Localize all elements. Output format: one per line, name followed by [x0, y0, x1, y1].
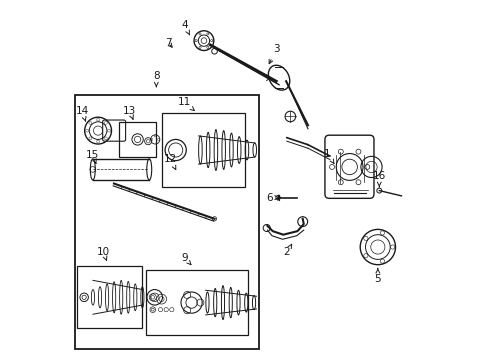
- Bar: [161, 113, 244, 187]
- Bar: [75, 95, 258, 349]
- Text: 6: 6: [265, 193, 278, 203]
- Text: 8: 8: [153, 71, 159, 87]
- Text: 2: 2: [283, 244, 291, 257]
- Bar: [145, 270, 247, 335]
- Bar: [77, 266, 142, 328]
- Text: 16: 16: [372, 171, 385, 187]
- Text: 14: 14: [76, 106, 89, 122]
- Text: 12: 12: [163, 154, 177, 170]
- Text: 7: 7: [165, 38, 172, 48]
- Text: 1: 1: [324, 149, 333, 164]
- Text: 9: 9: [181, 253, 190, 265]
- Text: 4: 4: [181, 20, 189, 35]
- Text: 11: 11: [178, 98, 194, 111]
- Text: 15: 15: [86, 150, 99, 163]
- Bar: [119, 122, 156, 157]
- Text: 3: 3: [268, 45, 279, 64]
- Text: 13: 13: [123, 106, 136, 119]
- Text: 10: 10: [97, 247, 110, 260]
- Text: 5: 5: [374, 268, 380, 284]
